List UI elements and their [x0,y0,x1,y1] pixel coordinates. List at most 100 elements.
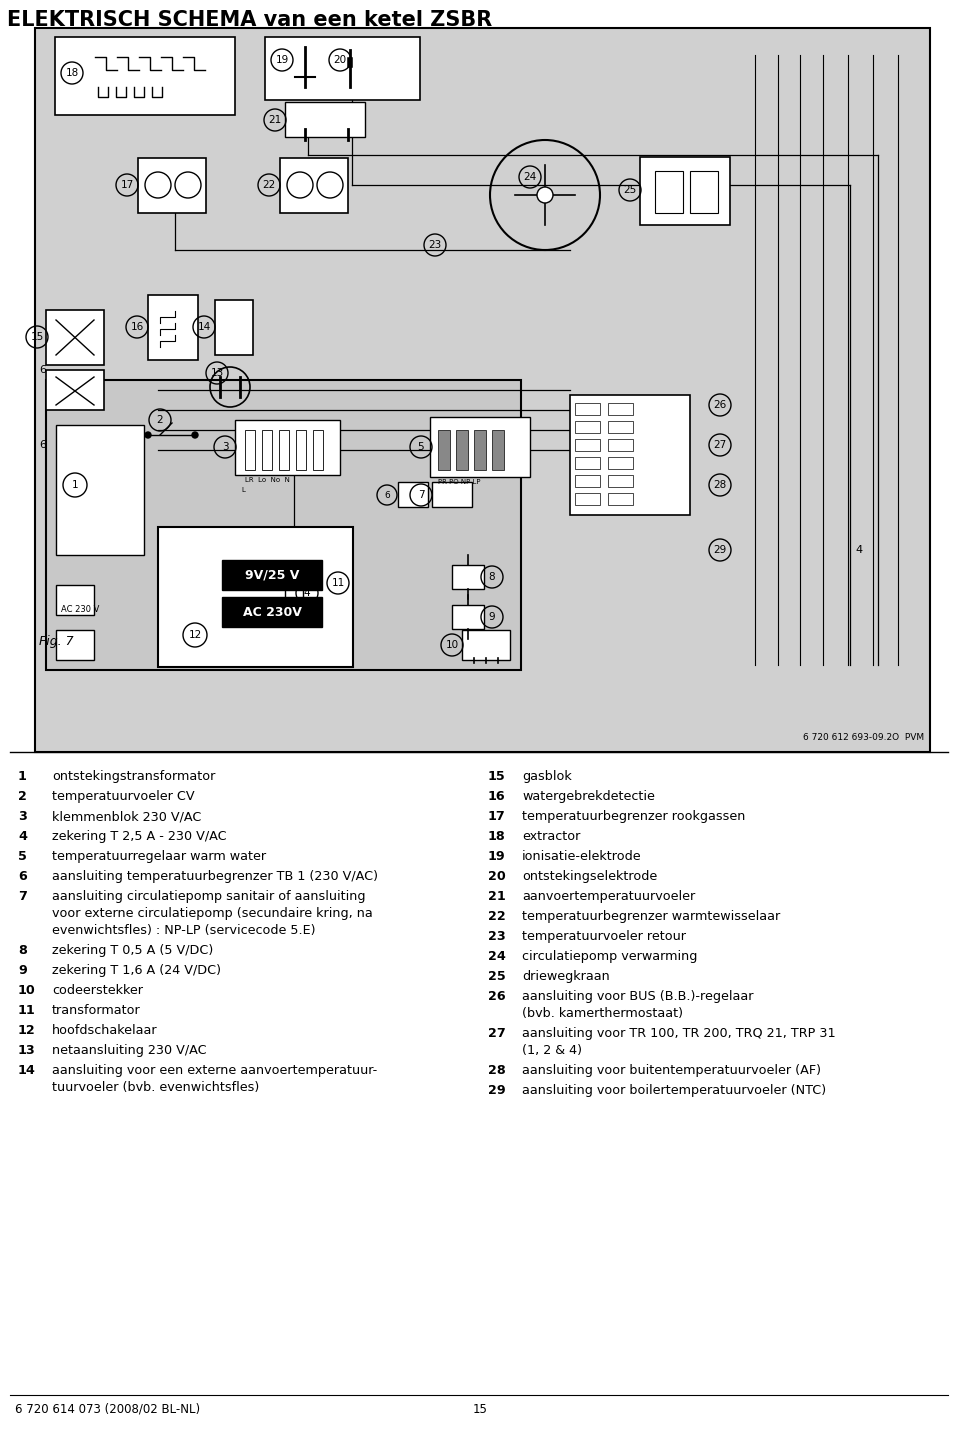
Text: 12: 12 [18,1025,36,1038]
Text: (bvb. kamerthermostaat): (bvb. kamerthermostaat) [522,1007,683,1020]
Text: 24: 24 [523,172,537,182]
Text: aansluiting voor een externe aanvoertemperatuur-: aansluiting voor een externe aanvoertemp… [52,1064,377,1077]
Text: ontstekingselektrode: ontstekingselektrode [522,870,658,883]
Text: Fig. 7: Fig. 7 [39,636,74,649]
Circle shape [192,432,198,438]
Text: 12: 12 [188,630,202,640]
Bar [655,171,683,212]
Text: 4: 4 [855,545,862,555]
Bar [575,439,600,451]
Text: evenwichtsfles) : NP-LP (servicecode 5.E): evenwichtsfles) : NP-LP (servicecode 5.E… [52,923,316,936]
Text: ionisatie-elektrode: ionisatie-elektrode [522,850,641,863]
Bar [608,420,633,433]
Text: 7: 7 [418,490,424,500]
Text: aansluiting voor BUS (B.B.)-regelaar: aansluiting voor BUS (B.B.)-regelaar [522,990,754,1003]
Bar [452,565,484,590]
Bar [608,457,633,470]
Text: 4: 4 [18,829,27,842]
Text: 22: 22 [262,181,276,189]
Bar [474,431,486,470]
Text: 14: 14 [198,322,210,332]
Text: 6 720 614 073 (2008/02 BL-NL): 6 720 614 073 (2008/02 BL-NL) [15,1403,200,1416]
Text: 22: 22 [488,910,506,923]
Text: 15: 15 [31,332,43,342]
Text: temperatuurbegrenzer warmtewisselaar: temperatuurbegrenzer warmtewisselaar [522,910,780,923]
Bar [265,38,420,100]
Text: 27: 27 [488,1027,506,1040]
Bar [438,431,450,470]
Text: temperatuurregelaar warm water: temperatuurregelaar warm water [52,850,266,863]
Text: ELEKTRISCH SCHEMA van een ketel ZSBR: ELEKTRISCH SCHEMA van een ketel ZSBR [7,10,492,30]
Text: zekering T 0,5 A (5 V/DC): zekering T 0,5 A (5 V/DC) [52,944,213,957]
Bar [285,577,303,607]
Text: 17: 17 [120,181,133,189]
Bar [56,585,94,616]
Bar [575,457,600,470]
Bar [46,311,104,366]
Text: AC 230 V: AC 230 V [60,605,99,614]
Text: aansluiting voor boilertemperatuurvoeler (NTC): aansluiting voor boilertemperatuurvoeler… [522,1084,827,1097]
Text: 6: 6 [18,870,27,883]
Text: 4: 4 [303,588,310,598]
Text: 2: 2 [18,790,27,803]
Circle shape [145,432,151,438]
Bar [608,493,633,504]
Bar [462,630,510,660]
Text: L: L [241,487,245,493]
Text: 28: 28 [488,1064,506,1077]
Text: 6 720 612 693-09.2O  PVM: 6 720 612 693-09.2O PVM [803,733,924,741]
Bar [575,475,600,487]
Text: extractor: extractor [522,829,581,842]
Bar [432,483,472,507]
Text: 6: 6 [384,490,390,500]
Bar [148,295,198,360]
Text: 27: 27 [713,439,727,449]
Bar [575,403,600,415]
Bar [640,158,730,225]
Text: 1: 1 [18,770,27,783]
Text: 6: 6 [39,439,46,449]
Text: temperatuurbegrenzer rookgassen: temperatuurbegrenzer rookgassen [522,811,745,824]
Text: 14: 14 [18,1064,36,1077]
Bar [296,431,306,470]
Bar [56,630,94,660]
Text: 17: 17 [488,811,506,824]
Text: netaansluiting 230 V/AC: netaansluiting 230 V/AC [52,1043,206,1056]
Text: tuurvoeler (bvb. evenwichtsfles): tuurvoeler (bvb. evenwichtsfles) [52,1081,259,1094]
Text: 10: 10 [445,640,459,650]
Bar [575,420,600,433]
Text: 24: 24 [488,949,506,962]
Text: temperatuurvoeler CV: temperatuurvoeler CV [52,790,195,803]
Text: circulatiepomp verwarming: circulatiepomp verwarming [522,949,697,962]
Text: aansluiting circulatiepomp sanitair of aansluiting: aansluiting circulatiepomp sanitair of a… [52,890,366,903]
Bar [222,597,322,627]
Text: 10: 10 [18,984,36,997]
Text: 9: 9 [489,613,495,621]
Text: codeerstekker: codeerstekker [52,984,143,997]
Text: 25: 25 [623,185,636,195]
Text: 28: 28 [713,480,727,490]
Bar [285,103,365,137]
Text: aansluiting temperatuurbegrenzer TB 1 (230 V/AC): aansluiting temperatuurbegrenzer TB 1 (2… [52,870,378,883]
Text: 8: 8 [489,572,495,582]
Bar [690,171,718,212]
Text: 18: 18 [65,68,79,78]
Text: transformator: transformator [52,1004,141,1017]
Text: watergebrekdetectie: watergebrekdetectie [522,790,655,803]
Bar [215,301,253,355]
Text: aansluiting voor TR 100, TR 200, TRQ 21, TRP 31: aansluiting voor TR 100, TR 200, TRQ 21,… [522,1027,835,1040]
Text: hoofdschakelaar: hoofdschakelaar [52,1025,157,1038]
Bar [279,431,289,470]
Text: voor externe circulatiepomp (secundaire kring, na: voor externe circulatiepomp (secundaire … [52,907,372,920]
Bar [608,475,633,487]
Text: 9V/25 V: 9V/25 V [245,568,300,581]
Bar [235,420,340,475]
Bar [452,605,484,629]
Text: aanvoertemperatuurvoeler: aanvoertemperatuurvoeler [522,890,695,903]
Text: 20: 20 [488,870,506,883]
Bar [46,370,104,410]
Text: AC 230V: AC 230V [243,605,301,618]
Text: zekering T 2,5 A - 230 V/AC: zekering T 2,5 A - 230 V/AC [52,829,227,842]
Text: 9: 9 [18,964,27,977]
Bar [46,380,521,670]
